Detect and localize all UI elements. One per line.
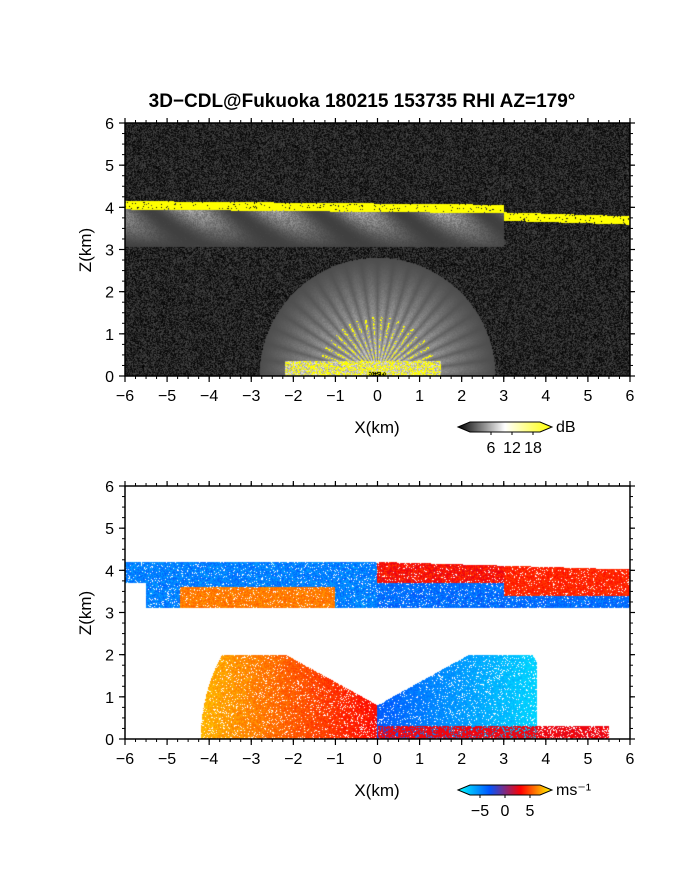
x-axis-label: X(km) (354, 781, 399, 800)
x-tick-label: −5 (158, 388, 176, 405)
x-tick-label: −3 (242, 751, 260, 768)
x-tick-label: −4 (200, 388, 218, 405)
x-axis-label: X(km) (354, 418, 399, 437)
y-tick-label: 1 (105, 327, 114, 344)
y-tick-label: 0 (105, 732, 114, 749)
x-tick-label: 1 (415, 751, 424, 768)
x-tick-label: 5 (583, 388, 592, 405)
x-tick-label: 3 (499, 388, 508, 405)
reflectivity-colorbar: 6 12 18 dB (456, 419, 576, 457)
y-tick-label: 5 (105, 521, 114, 538)
colorbar-ramp (456, 784, 554, 796)
y-tick-label: 6 (105, 479, 114, 496)
chart-title: 3D−CDL@Fukuoka 180215 153735 RHI AZ=179° (149, 91, 576, 112)
x-tick-label: −3 (242, 388, 260, 405)
x-tick-label: −1 (326, 751, 344, 768)
x-tick-label: 4 (541, 388, 550, 405)
y-tick-label: 3 (105, 606, 114, 623)
x-tick-label: 6 (626, 751, 635, 768)
colorbar-unit: dB (556, 419, 576, 436)
colorbar-tick-label: 18 (524, 440, 542, 457)
colorbar-tick-label: 5 (526, 803, 535, 820)
x-tick-label: 6 (626, 388, 635, 405)
x-tick-label: 0 (373, 388, 382, 405)
x-tick-label: −6 (116, 751, 134, 768)
y-axis-label: Z(km) (76, 591, 95, 635)
x-tick-label: 4 (541, 751, 550, 768)
axis-ticks: −6 −5 −4 −3 −2 −1 0 1 2 3 4 5 6 0 1 2 3 4 5 6 (105, 479, 635, 768)
x-tick-label: −2 (284, 751, 302, 768)
velocity-panel: −6 −5 −4 −3 −2 −1 0 1 2 3 4 5 6 0 1 2 3 4 5 6 X(km) Z(km) −… (76, 479, 635, 820)
x-tick-label: −5 (158, 751, 176, 768)
y-tick-label: 0 (105, 369, 114, 386)
y-axis-label: Z(km) (76, 228, 95, 272)
colorbar-ramp (456, 421, 554, 433)
colorbar-tick-label: −5 (471, 803, 489, 820)
y-tick-label: 2 (105, 648, 114, 665)
y-tick-label: 4 (105, 563, 114, 580)
x-tick-label: 5 (583, 751, 592, 768)
x-tick-label: −1 (326, 388, 344, 405)
velocity-colorbar: −5 0 5 ms⁻¹ (456, 782, 591, 820)
colorbar-unit: ms⁻¹ (556, 782, 591, 799)
velocity-heatmap (125, 486, 630, 739)
colorbar-tick-label: 6 (487, 440, 496, 457)
x-tick-label: 3 (499, 751, 508, 768)
x-tick-label: −6 (116, 388, 134, 405)
y-tick-label: 6 (105, 116, 114, 133)
y-tick-label: 4 (105, 200, 114, 217)
y-tick-label: 5 (105, 158, 114, 175)
axis-ticks: −6 −5 −4 −3 −2 −1 0 1 2 3 4 5 6 0 1 2 3 4 5 6 (105, 116, 635, 405)
x-tick-label: −2 (284, 388, 302, 405)
x-tick-label: 0 (373, 751, 382, 768)
x-tick-label: 1 (415, 388, 424, 405)
y-tick-label: 3 (105, 243, 114, 260)
x-tick-label: −4 (200, 751, 218, 768)
y-tick-label: 2 (105, 285, 114, 302)
reflectivity-heatmap (125, 123, 630, 376)
x-tick-label: 2 (457, 388, 466, 405)
colorbar-tick-label: 0 (501, 803, 510, 820)
colorbar-tick-label: 12 (503, 440, 521, 457)
y-tick-label: 1 (105, 690, 114, 707)
x-tick-label: 2 (457, 751, 466, 768)
